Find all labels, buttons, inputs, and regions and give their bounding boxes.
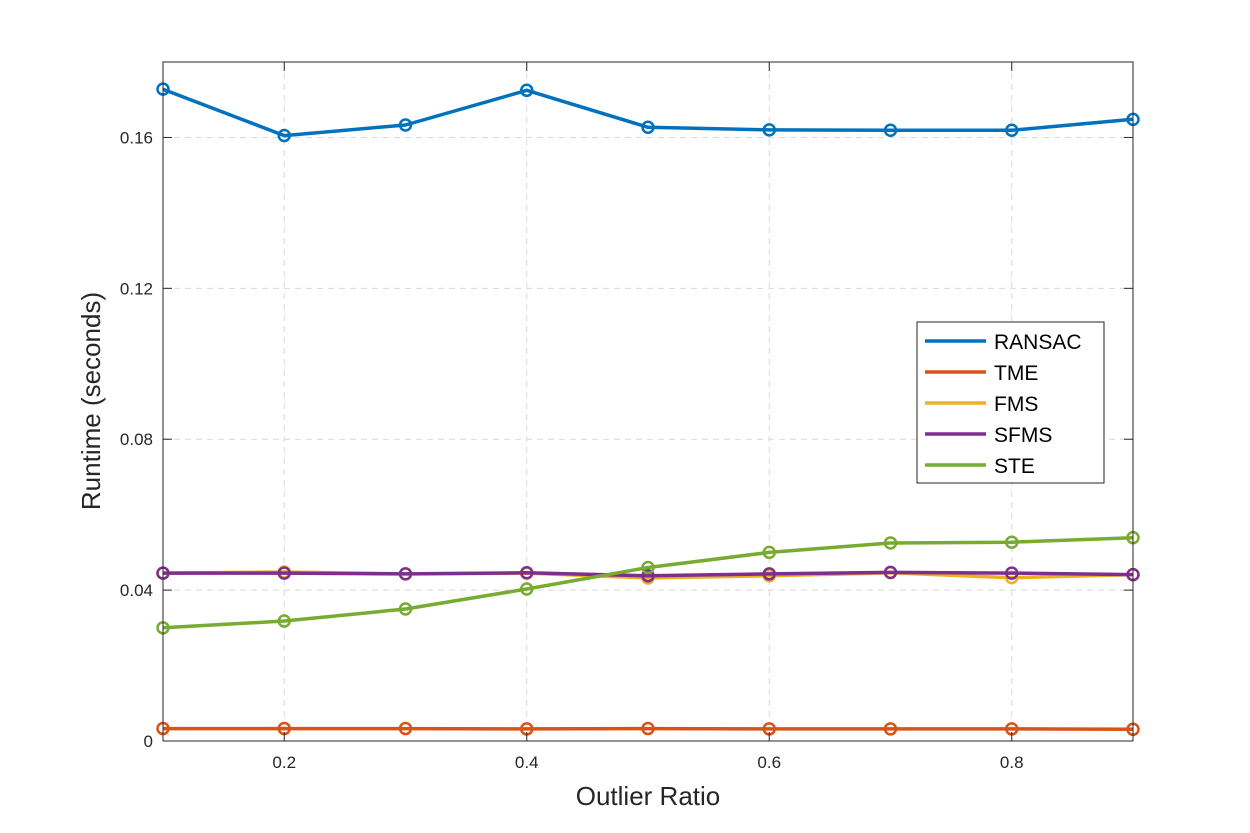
data-point-ransac bbox=[641, 120, 655, 135]
data-point-tme bbox=[641, 721, 655, 736]
y-tick-label: 0.04 bbox=[120, 581, 153, 600]
data-point-sfms bbox=[398, 567, 413, 581]
x-tick-label: 0.8 bbox=[1000, 753, 1024, 772]
data-point-ste bbox=[1005, 535, 1019, 549]
y-tick-label: 0 bbox=[144, 732, 153, 751]
axis-ticks: 0.2 0.4 0.6 0.8 0 0.04 0.08 0.12 0.16 bbox=[120, 62, 1133, 772]
y-tick-label: 0.08 bbox=[120, 430, 153, 449]
legend-label-tme: TME bbox=[994, 362, 1038, 385]
legend-label-ransac: RANSAC bbox=[994, 331, 1082, 354]
data-point-ransac bbox=[520, 83, 534, 98]
y-axis-title: Runtime (seconds) bbox=[76, 292, 106, 510]
legend-item-tme: TME bbox=[925, 362, 1038, 385]
data-point-ransac bbox=[883, 123, 898, 138]
legend-item-ste: STE bbox=[925, 455, 1035, 478]
legend-item-fms: FMS bbox=[925, 393, 1038, 416]
legend: RANSAC TME FMS SFMS STE bbox=[916, 321, 1105, 484]
x-tick-label: 0.2 bbox=[272, 753, 296, 772]
x-axis-title: Outlier Ratio bbox=[576, 781, 721, 811]
data-point-sfms bbox=[277, 566, 291, 580]
data-point-sfms bbox=[520, 566, 534, 580]
series-line-sfms bbox=[163, 570, 1134, 578]
data-point-sfms bbox=[883, 565, 898, 580]
series-ste bbox=[156, 530, 1140, 635]
series-line-ste bbox=[162, 535, 1134, 630]
data-point-ste bbox=[398, 602, 413, 616]
series-line-tme bbox=[163, 726, 1134, 732]
data-point-ransac bbox=[1005, 123, 1019, 138]
data-point-tme bbox=[883, 722, 898, 736]
y-tick-label: 0.16 bbox=[120, 128, 153, 147]
y-tick-label: 0.12 bbox=[120, 279, 153, 298]
x-tick-label: 0.4 bbox=[515, 753, 539, 772]
data-point-ste bbox=[520, 582, 534, 596]
legend-label-ste: STE bbox=[994, 455, 1035, 478]
legend-item-sfms: SFMS bbox=[925, 424, 1052, 447]
series-line-ransac bbox=[162, 87, 1134, 138]
plot-frame bbox=[162, 61, 1134, 742]
legend-item-ransac: RANSAC bbox=[925, 331, 1082, 354]
data-point-sfms bbox=[1005, 566, 1019, 580]
data-point-ransac bbox=[762, 123, 776, 137]
series-layer bbox=[156, 82, 1140, 737]
legend-label-sfms: SFMS bbox=[994, 424, 1052, 447]
data-point-ste bbox=[277, 614, 291, 628]
data-point-ste bbox=[762, 545, 776, 560]
data-point-ste bbox=[883, 536, 898, 550]
data-point-tme bbox=[398, 721, 413, 736]
data-point-ransac bbox=[398, 118, 413, 132]
data-point-sfms bbox=[641, 569, 655, 583]
x-tick-label: 0.6 bbox=[757, 753, 781, 772]
legend-label-fms: FMS bbox=[994, 393, 1038, 416]
data-point-ransac bbox=[277, 128, 291, 143]
data-point-ste bbox=[641, 560, 655, 575]
data-point-sfms bbox=[762, 567, 776, 581]
